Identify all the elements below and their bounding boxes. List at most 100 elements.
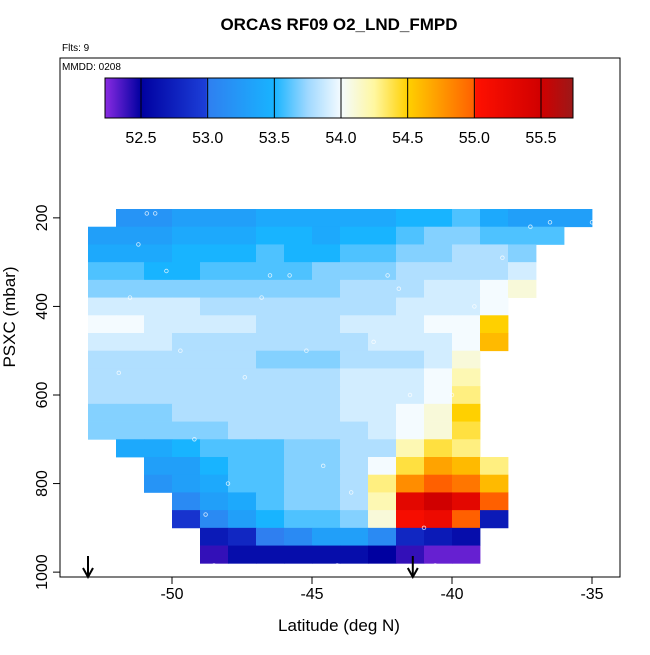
heat-cell xyxy=(312,332,341,352)
heat-cell xyxy=(536,226,565,245)
y-tick-label: 400 xyxy=(34,293,51,320)
heat-cell xyxy=(340,510,369,529)
heat-cell xyxy=(172,244,201,263)
heat-cell xyxy=(340,244,369,263)
heat-cell xyxy=(424,492,453,511)
heat-cell xyxy=(172,279,201,298)
heat-cell xyxy=(396,421,425,440)
heat-cell xyxy=(256,492,285,511)
heat-cell xyxy=(200,403,229,422)
heat-cell xyxy=(312,244,341,263)
heat-cell xyxy=(284,315,313,334)
track-point xyxy=(335,563,340,568)
subtitle: Flts: 9 xyxy=(62,43,90,54)
heat-cell xyxy=(256,386,285,405)
y-tick-label: 1000 xyxy=(34,554,51,590)
heat-cell xyxy=(144,315,173,334)
heat-cell xyxy=(228,279,257,298)
heat-cell xyxy=(200,421,229,440)
heat-cell xyxy=(340,279,369,298)
heat-cell xyxy=(144,279,173,298)
heat-cell xyxy=(88,332,117,352)
heat-cell xyxy=(480,492,509,511)
heat-cell xyxy=(312,474,341,493)
heat-cell xyxy=(424,421,453,440)
track-point xyxy=(433,563,438,568)
heat-cell xyxy=(480,474,509,493)
heat-cell xyxy=(480,209,509,228)
heat-cell xyxy=(368,510,397,529)
heat-cell xyxy=(340,545,369,564)
heat-cell xyxy=(396,403,425,422)
heat-cell xyxy=(116,386,145,405)
heat-cell xyxy=(424,510,453,529)
heat-cell xyxy=(452,510,481,529)
colorbar-tick-label: 52.5 xyxy=(125,130,156,147)
heat-cell xyxy=(172,510,201,529)
track-point xyxy=(421,525,427,531)
heat-cell xyxy=(172,439,201,458)
track-point xyxy=(267,273,273,278)
heat-cell xyxy=(228,545,257,564)
heat-cell xyxy=(200,386,229,405)
colorbar-tick-label: 54.5 xyxy=(392,130,423,147)
heat-cell xyxy=(536,209,565,228)
heat-cell xyxy=(116,315,145,334)
heat-cell xyxy=(144,474,173,493)
heat-cell xyxy=(452,368,481,387)
heat-cell xyxy=(424,332,453,352)
track-point xyxy=(304,348,309,353)
heat-cell xyxy=(228,439,257,458)
heat-cell xyxy=(172,226,201,245)
heat-cell xyxy=(144,350,173,369)
heat-cell xyxy=(396,262,425,281)
heat-cell xyxy=(424,474,453,493)
heat-cell xyxy=(508,279,537,298)
heat-cell xyxy=(424,262,453,281)
heat-cell xyxy=(200,226,229,245)
track-point xyxy=(472,304,477,309)
heat-cell xyxy=(88,226,117,245)
heat-cell xyxy=(228,527,257,546)
heat-cell xyxy=(480,315,509,334)
heat-cell xyxy=(452,421,481,440)
heat-cell xyxy=(284,510,313,529)
heat-cell xyxy=(368,350,397,369)
heat-cell xyxy=(88,279,117,298)
heat-cell xyxy=(312,527,341,546)
heat-cell xyxy=(508,244,537,263)
heat-cell xyxy=(200,527,229,546)
track-point xyxy=(528,224,533,229)
heat-cell xyxy=(508,209,537,228)
heat-cell xyxy=(116,332,145,352)
x-tick-label: -45 xyxy=(300,586,323,603)
heat-cell xyxy=(228,492,257,511)
heat-cell xyxy=(256,421,285,440)
heat-cell xyxy=(116,350,145,369)
heat-cell xyxy=(228,421,257,440)
heat-cell xyxy=(144,386,173,405)
heat-cell xyxy=(228,456,257,476)
track-point xyxy=(589,220,595,225)
colorbar-tick-label: 53.5 xyxy=(259,130,290,147)
heat-cell xyxy=(340,332,369,352)
track-point xyxy=(152,211,158,216)
heat-cell xyxy=(256,545,285,564)
heat-cell xyxy=(424,456,453,476)
heat-cell xyxy=(480,456,509,476)
heat-cell xyxy=(368,332,397,352)
heat-cell xyxy=(200,244,229,263)
heat-cell xyxy=(88,386,117,405)
track-point xyxy=(203,512,208,517)
heat-cell xyxy=(88,421,117,440)
heat-cell xyxy=(256,279,285,298)
heat-cell xyxy=(116,279,145,298)
heat-cell xyxy=(284,545,313,564)
heat-cell xyxy=(368,386,397,405)
heat-cell xyxy=(480,279,509,298)
heat-cell xyxy=(452,474,481,493)
heat-cell xyxy=(172,332,201,352)
heat-cell xyxy=(480,510,509,529)
heat-cell xyxy=(172,209,201,228)
